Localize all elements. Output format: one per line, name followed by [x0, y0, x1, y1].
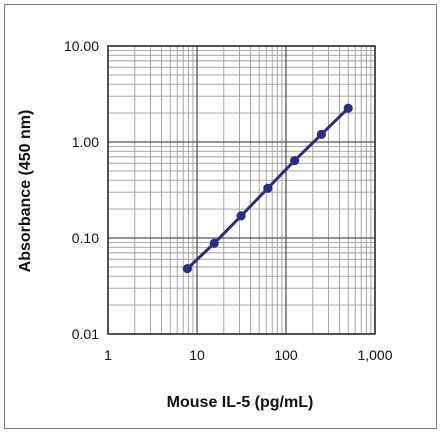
x-axis-label: Mouse IL-5 (pg/mL)	[167, 394, 314, 411]
data-point	[182, 264, 192, 274]
x-tick-label: 100	[274, 347, 298, 363]
y-tick-label: 10.00	[64, 38, 99, 54]
x-tick-label: 1	[104, 347, 112, 363]
data-point	[209, 238, 219, 248]
y-tick-label: 1.00	[72, 134, 99, 150]
y-tick-labels: 0.01 0.10 1.00 10.00	[64, 38, 99, 342]
y-tick-label: 0.01	[72, 326, 99, 342]
y-tick-label: 0.10	[72, 230, 99, 246]
data-point	[343, 103, 353, 113]
x-tick-label: 10	[189, 347, 205, 363]
data-point	[236, 211, 246, 221]
data-point	[263, 183, 273, 193]
plot-area-border	[107, 45, 376, 335]
x-tick-label: 1,000	[357, 347, 392, 363]
data-point	[290, 156, 300, 166]
major-grid	[107, 45, 376, 335]
x-tick-labels: 1 10 100 1,000	[104, 347, 393, 363]
minor-grid	[108, 46, 375, 334]
y-axis-label: Absorbance (450 nm)	[17, 110, 34, 273]
data-point	[316, 129, 327, 139]
series-layer	[182, 103, 353, 274]
